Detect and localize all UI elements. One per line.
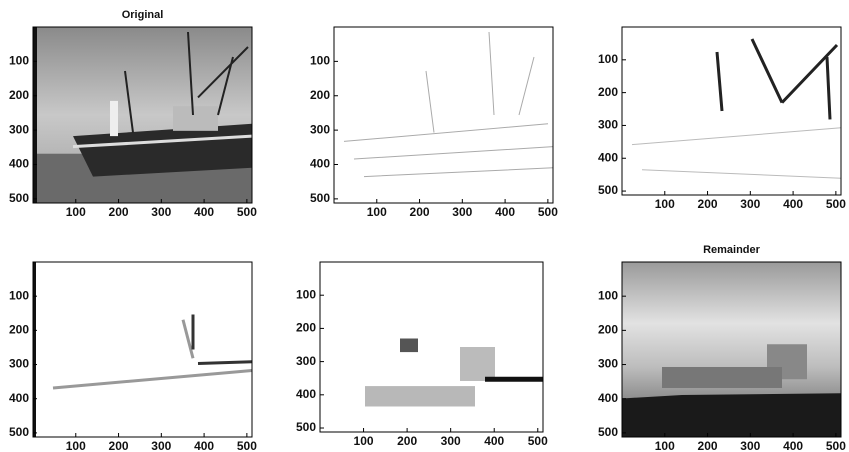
- y-tick-label: 400: [9, 157, 29, 171]
- x-tick-label: 500: [538, 205, 558, 219]
- y-tick-label: 200: [9, 88, 29, 102]
- x-tick-label: 500: [237, 205, 257, 219]
- image-edges: [344, 32, 553, 177]
- y-tick-label: 100: [296, 287, 316, 301]
- y-tick-label: 500: [598, 183, 618, 197]
- x-tick-label: 200: [397, 434, 417, 448]
- y-tick-label: 400: [9, 391, 29, 405]
- panel-title: Original: [122, 9, 164, 21]
- x-tick-label: 300: [441, 434, 461, 448]
- y-tick-label: 500: [598, 425, 618, 439]
- panel: 100 200 300 400 500 100 200 300 400 500: [310, 27, 558, 219]
- x-tick-label: 300: [740, 439, 760, 452]
- axes-frame: [622, 27, 841, 195]
- image-block: [460, 347, 495, 381]
- y-tick-label: 100: [9, 54, 29, 68]
- x-tick-label: 300: [740, 197, 760, 211]
- y-tick-label: 300: [598, 118, 618, 132]
- y-tick-label: 100: [598, 288, 618, 302]
- image-band-dark: [193, 315, 252, 364]
- panel: 100 200 300 400 500 100 200 300 400 500: [9, 262, 257, 452]
- x-tick-label: 400: [783, 439, 803, 452]
- y-tick-label: 400: [598, 150, 618, 164]
- y-tick-label: 200: [598, 323, 618, 337]
- panel-title: Remainder: [703, 244, 761, 256]
- y-tick-label: 300: [296, 354, 316, 368]
- y-tick-label: 400: [598, 391, 618, 405]
- y-tick-label: 200: [296, 321, 316, 335]
- y-tick-label: 300: [9, 122, 29, 136]
- y-tick-label: 400: [310, 157, 330, 171]
- x-tick-label: 100: [655, 197, 675, 211]
- y-tick-label: 500: [9, 425, 29, 439]
- x-tick-label: 200: [109, 205, 129, 219]
- panel: Original 100 200 300 400 500 100 200 300 400 500: [9, 9, 257, 219]
- x-tick-label: 300: [151, 205, 171, 219]
- x-tick-label: 100: [367, 205, 387, 219]
- y-tick-label: 100: [9, 288, 29, 302]
- image-edges: [717, 39, 837, 119]
- figure: Original10020030040050010020030040050010…: [0, 0, 849, 452]
- x-tick-label: 100: [354, 434, 374, 448]
- image-block: [365, 386, 475, 406]
- y-tick-label: 500: [9, 191, 29, 205]
- y-tick-label: 300: [9, 357, 29, 371]
- x-tick-label: 300: [151, 439, 171, 452]
- axes-frame: [33, 262, 252, 437]
- x-tick-label: 200: [109, 439, 129, 452]
- x-tick-label: 100: [66, 439, 86, 452]
- image-block: [662, 367, 782, 388]
- y-tick-label: 200: [9, 323, 29, 337]
- y-tick-label: 100: [598, 52, 618, 66]
- x-tick-label: 500: [826, 197, 846, 211]
- y-tick-label: 500: [296, 420, 316, 434]
- x-tick-label: 500: [237, 439, 257, 452]
- y-tick-label: 400: [296, 387, 316, 401]
- x-tick-label: 500: [528, 434, 548, 448]
- image-block: [400, 339, 418, 353]
- panel: 100 200 300 400 500 100 200 300 400 500: [296, 262, 548, 448]
- x-tick-label: 200: [698, 197, 718, 211]
- x-tick-label: 100: [655, 439, 675, 452]
- image-cabin: [173, 106, 218, 131]
- x-tick-label: 400: [484, 434, 504, 448]
- x-tick-label: 500: [826, 439, 846, 452]
- x-tick-label: 300: [452, 205, 472, 219]
- panel: 100 200 300 400 500 100 200 300 400 500: [598, 27, 846, 211]
- x-tick-label: 200: [410, 205, 430, 219]
- x-tick-label: 100: [66, 205, 86, 219]
- x-tick-label: 400: [194, 205, 214, 219]
- x-tick-label: 400: [783, 197, 803, 211]
- y-tick-label: 500: [310, 191, 330, 205]
- panel: Remainder 100 200 300 400 500 100 200 300 400 500: [598, 244, 846, 452]
- image-dark: [622, 393, 841, 437]
- y-tick-label: 200: [310, 88, 330, 102]
- image-edges-faint: [632, 128, 841, 178]
- x-tick-label: 400: [194, 439, 214, 452]
- y-tick-label: 300: [310, 122, 330, 136]
- y-tick-label: 100: [310, 54, 330, 68]
- y-tick-label: 300: [598, 357, 618, 371]
- y-tick-label: 200: [598, 85, 618, 99]
- image-edge: [33, 27, 37, 203]
- image-tower: [110, 101, 118, 136]
- x-tick-label: 200: [698, 439, 718, 452]
- x-tick-label: 400: [495, 205, 515, 219]
- image-bands: [53, 320, 252, 388]
